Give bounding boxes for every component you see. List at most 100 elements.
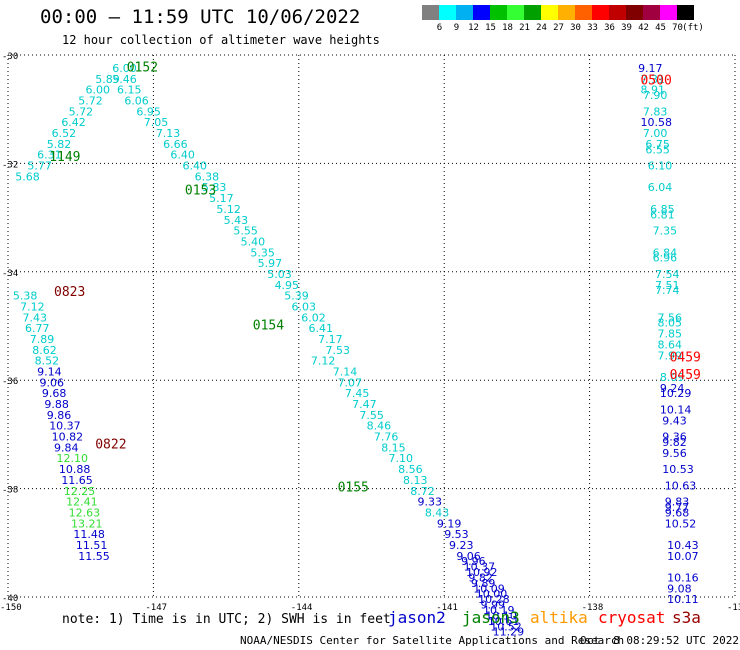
data-value: 9.96: [461, 555, 486, 568]
data-value: 7.17: [318, 333, 343, 346]
data-value: 5.38: [13, 290, 37, 303]
data-value: 12.10: [56, 452, 88, 465]
data-value: 10.63: [665, 479, 697, 492]
data-value: 7.14: [333, 366, 358, 379]
x-tick-label: -144: [291, 603, 313, 613]
data-value: 9.68: [665, 506, 690, 519]
data-value: 9.24: [660, 382, 685, 395]
colorbar-swatch: [422, 5, 439, 20]
data-value: 8.09: [660, 371, 685, 384]
pass-time-label: 0822: [95, 438, 126, 453]
data-value: 5.12: [216, 203, 241, 216]
data-value: 9.33: [418, 496, 443, 509]
colorbar-tick-label: 36: [604, 23, 615, 33]
data-value: 5.55: [233, 225, 258, 238]
y-tick-label: -32: [2, 160, 18, 170]
data-value: 7.00: [643, 127, 668, 140]
data-value: 10.92: [466, 566, 498, 579]
colorbar-swatch: [490, 5, 507, 20]
colorbar-tick-label: 39: [621, 23, 632, 33]
colorbar-swatch: [473, 5, 490, 20]
data-value: 7.90: [643, 89, 668, 102]
data-value: 6.77: [25, 322, 50, 335]
data-value: 10.88: [59, 463, 91, 476]
data-value: 8.91: [640, 84, 665, 97]
data-value: 9.83: [665, 496, 690, 509]
colorbar-swatch: [575, 5, 592, 20]
data-value: 7.55: [359, 409, 384, 422]
data-value: 12.25: [64, 485, 95, 498]
data-value: 11.55: [78, 550, 110, 563]
data-value: 6.95: [136, 105, 161, 118]
data-value: 9.43: [662, 414, 687, 427]
colorbar-tick-label: 70: [672, 23, 683, 33]
data-value: 7.07: [338, 376, 363, 389]
data-value: 6.38: [195, 170, 220, 183]
y-tick-label: -34: [2, 269, 18, 279]
data-value: 12.63: [69, 506, 101, 519]
data-value: 9.88: [44, 398, 69, 411]
colorbar-swatch: [643, 5, 660, 20]
data-value: 9.82: [662, 436, 687, 449]
colorbar-swatch: [626, 5, 643, 20]
data-value: 9.89: [471, 577, 496, 590]
pass-time-label: 0154: [253, 318, 284, 333]
data-value: 7.51: [655, 279, 680, 292]
data-value: 6.84: [653, 246, 678, 259]
data-value: 10.28: [478, 593, 510, 606]
data-value: 7.99: [657, 349, 682, 362]
data-value: 6.41: [308, 322, 333, 335]
chart-title: 00:00 – 11:59 UTC 10/06/2022: [40, 6, 361, 28]
data-value: 9.14: [37, 366, 62, 379]
data-value: 5.40: [241, 235, 266, 248]
data-value: 5.17: [209, 192, 234, 205]
data-value: 7.12: [20, 300, 45, 313]
colorbar-swatch: [677, 5, 694, 20]
data-value: 9.06: [456, 550, 481, 563]
data-value: 7.56: [657, 311, 682, 324]
x-tick-label: -141: [436, 603, 458, 613]
data-value: 6.40: [182, 160, 207, 173]
data-value: 6.03: [292, 300, 317, 313]
data-value: 11.48: [73, 528, 105, 541]
data-value: 5.39: [284, 290, 309, 303]
colorbar-tick-label: 24: [536, 23, 547, 33]
x-tick-label: -13: [727, 603, 740, 613]
data-value: 8.43: [425, 506, 450, 519]
data-value: 6.04: [648, 181, 673, 194]
data-value: 10.00: [476, 588, 508, 601]
data-value: 10.37: [49, 420, 81, 433]
data-value: 7.85: [657, 328, 682, 341]
data-value: 13.21: [71, 517, 103, 530]
data-value: 8.62: [32, 344, 57, 357]
data-value: 11.65: [61, 474, 93, 487]
data-value: 10.58: [640, 116, 672, 129]
y-tick-label: -36: [2, 377, 18, 387]
colorbar-tick-label: 33: [587, 23, 598, 33]
data-value: 6.10: [648, 160, 673, 173]
pass-time-label: 1149: [49, 150, 80, 165]
data-value: 5.97: [258, 257, 283, 270]
data-value: 9.17: [638, 62, 663, 75]
data-value: 11.29: [493, 626, 524, 639]
data-value: 9.06: [40, 376, 65, 389]
data-value: 7.89: [30, 333, 54, 346]
data-value: 9.86: [47, 409, 71, 422]
colorbar-tick-label: 45: [655, 23, 666, 33]
colorbar-swatch: [592, 5, 609, 20]
footer-credit: NOAA/NESDIS Center for Satellite Applica…: [240, 634, 625, 647]
pass-time-label: 0155: [338, 481, 369, 496]
colorbar-swatch: [439, 5, 456, 20]
x-tick-label: -150: [0, 603, 22, 613]
x-tick-label: -138: [582, 603, 604, 613]
pass-time-label: 0153: [185, 184, 216, 199]
colorbar-tick-label: 42: [638, 23, 649, 33]
colorbar-swatch: [507, 5, 524, 20]
data-value: 8.05: [657, 317, 682, 330]
data-value: 6.75: [645, 138, 670, 151]
data-value: 6.15: [117, 84, 142, 97]
data-value: 10.52: [665, 517, 697, 530]
data-value: 5.46: [112, 73, 137, 86]
data-value: 8.52: [35, 355, 60, 368]
